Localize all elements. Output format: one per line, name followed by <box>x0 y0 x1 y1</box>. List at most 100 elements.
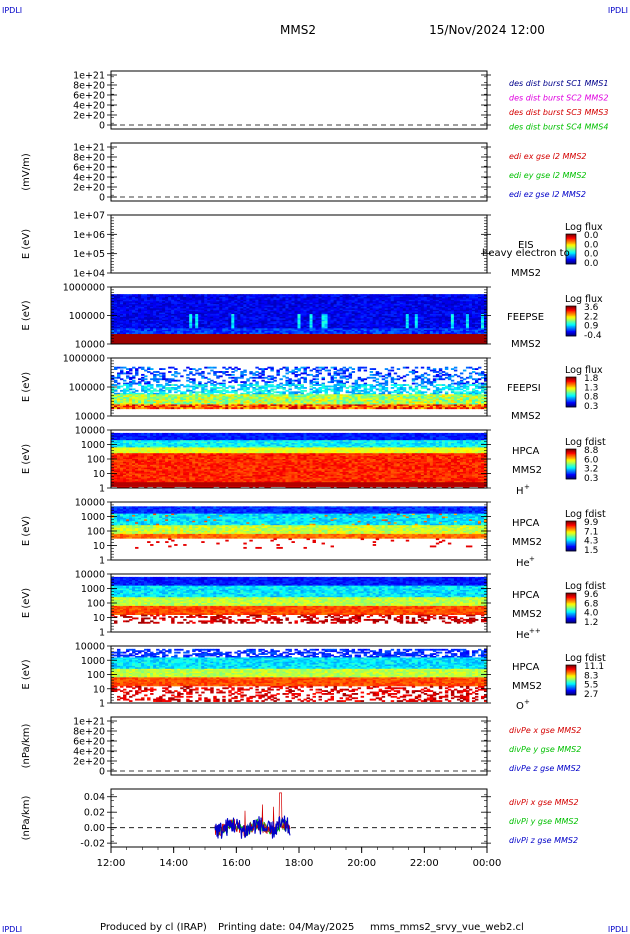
legend-entry-p2-2: edi ez gse l2 MMS2 <box>509 190 586 199</box>
corner-label-bottom-left: IPDLI <box>2 925 22 934</box>
colorbar-tick-p3-3: 0.0 <box>584 259 599 269</box>
spacecraft-label: MMS2 <box>512 681 542 692</box>
panel-frame <box>111 717 487 775</box>
ytick-label-p9-1: 1000 <box>81 656 105 667</box>
ytick-label-p9-3: 10 <box>93 684 105 695</box>
legend-entry-p1-0: des dist burst SC1 MMS1 <box>509 79 608 88</box>
ytick-label-p8-0: 10000 <box>75 570 105 581</box>
legend-entry-p10-1: divPe y gse MMS2 <box>509 745 581 754</box>
xtick-label-0: 12:00 <box>97 858 126 869</box>
xtick-label-6: 00:00 <box>473 858 502 869</box>
spacecraft-label: MMS2 <box>512 537 542 548</box>
species-label: H <box>516 486 524 497</box>
species-charge-label: + <box>524 698 530 706</box>
ytick-label-p9-4: 1 <box>99 699 105 710</box>
spacecraft-label: MMS2 <box>511 339 541 350</box>
legend-entry-p11-0: divPi x gse MMS2 <box>509 798 579 807</box>
ytick-label-p9-0: 10000 <box>75 642 105 653</box>
xtick-label-1: 14:00 <box>159 858 188 869</box>
species-charge-label: ++ <box>529 627 541 635</box>
ytick-label-p7-1: 1000 <box>81 512 105 523</box>
legend-entry-p2-0: edi ex gse l2 MMS2 <box>509 152 587 161</box>
ylabel-p3: E (eV) <box>21 229 32 259</box>
spacecraft-label: MMS2 <box>512 465 542 476</box>
footer-produced-by: Produced by cl (IRAP) <box>100 922 207 933</box>
species-label: O <box>516 701 524 712</box>
ytick-label-p4-2: 10000 <box>75 340 105 351</box>
ytick-label-p11-0: 0.04 <box>84 792 105 803</box>
ytick-label-p7-2: 100 <box>87 527 105 538</box>
overlay-text: heavy electron to <box>482 248 570 259</box>
instrument-label: HPCA <box>512 446 540 457</box>
ylabel-p4: E (eV) <box>21 300 32 330</box>
ylabel-p6: E (eV) <box>21 444 32 474</box>
instrument-label: HPCA <box>512 662 540 673</box>
instrument-label: HPCA <box>512 590 540 601</box>
legend-entry-p11-2: divPi z gse MMS2 <box>509 836 578 845</box>
ylabel-p11: (nPa/km) <box>21 796 32 841</box>
legend-entry-p1-1: des dist burst SC2 MMS2 <box>509 94 608 103</box>
ytick-label-p4-0: 1000000 <box>63 283 105 294</box>
legend-entry-p1-2: des dist burst SC3 MMS3 <box>509 108 608 117</box>
colorbar-tick-p4-3: -0.4 <box>584 331 602 341</box>
ylabel-p2: (mV/m) <box>21 153 32 191</box>
colorbar-tick-p9-3: 2.7 <box>584 690 598 700</box>
ylabel-p9: E (eV) <box>21 659 32 689</box>
summary-plot: IPDLI IPDLI MMS2 15/Nov/2024 12:00 Produ… <box>0 0 630 934</box>
spacecraft-label: MMS2 <box>511 411 541 422</box>
xtick-label-2: 16:00 <box>222 858 251 869</box>
ytick-label-p5-1: 100000 <box>69 383 105 394</box>
legend-entry-p11-1: divPi y gse MMS2 <box>509 817 579 826</box>
ylabel-p7: E (eV) <box>21 516 32 546</box>
xtick-label-5: 22:00 <box>410 858 439 869</box>
panel-frame <box>111 215 487 273</box>
ytick-label-p6-2: 100 <box>87 455 105 466</box>
ytick-label-p3-2: 1e+05 <box>73 249 105 260</box>
ytick-label-p6-1: 1000 <box>81 440 105 451</box>
ytick-label-p6-3: 10 <box>93 469 105 480</box>
species-label: He <box>516 630 530 641</box>
spacecraft-title: MMS2 <box>280 23 316 37</box>
ylabel-p5: E (eV) <box>21 372 32 402</box>
panel-frame <box>111 789 487 847</box>
species-label: He <box>516 558 530 569</box>
ylabel-p10: (nPa/km) <box>21 724 32 769</box>
colorbar-tick-p5-3: 0.3 <box>584 402 598 412</box>
species-charge-label: + <box>529 555 535 563</box>
ytick-label-p3-0: 1e+07 <box>73 211 105 222</box>
spacecraft-label: MMS2 <box>511 268 541 279</box>
ytick-label-p11-1: 0.02 <box>84 808 105 819</box>
instrument-label: HPCA <box>512 518 540 529</box>
divpi-z-series <box>215 816 290 839</box>
colorbar-tick-p7-3: 1.5 <box>584 546 598 556</box>
ytick-label-p7-3: 10 <box>93 541 105 552</box>
instrument-label: FEEPSI <box>507 383 541 394</box>
corner-label-top-right: IPDLI <box>608 6 628 15</box>
legend-entry-p10-2: divPe z gse MMS2 <box>509 764 581 773</box>
ytick-label-p8-3: 10 <box>93 613 105 624</box>
footer-script: mms_mms2_srvy_vue_web2.cl <box>370 922 524 933</box>
ytick-label-p11-3: -0.02 <box>80 839 105 850</box>
ytick-label-p3-3: 1e+04 <box>73 269 105 280</box>
colorbar-tick-p8-3: 1.2 <box>584 618 598 628</box>
instrument-label: FEEPSE <box>507 312 544 323</box>
panel-p11: 0.040.020.00-0.02(nPa/km) divPi x gse MMS… <box>21 789 579 850</box>
legend-entry-p2-1: edi ey gse l2 MMS2 <box>509 171 587 180</box>
datetime-title: 15/Nov/2024 12:00 <box>429 23 545 37</box>
ytick-label-p8-4: 1 <box>99 628 105 639</box>
ylabel-p8: E (eV) <box>21 588 32 618</box>
ytick-label-p9-2: 100 <box>87 670 105 681</box>
species-charge-label: + <box>524 483 530 491</box>
corner-label-bottom-right: IPDLI <box>608 925 628 934</box>
ytick-label-p7-4: 1 <box>99 556 105 567</box>
spacecraft-label: MMS2 <box>512 609 542 620</box>
ytick-label-p5-0: 1000000 <box>63 354 105 365</box>
